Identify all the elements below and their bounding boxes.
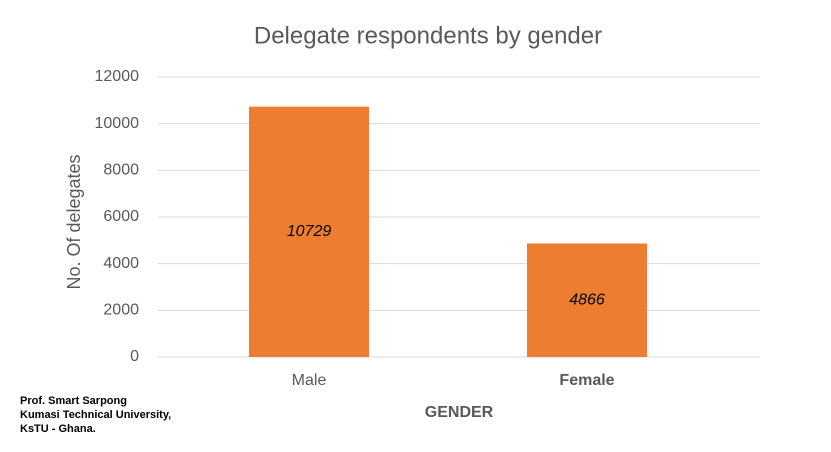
y-axis-label: No. Of delegates xyxy=(64,154,84,289)
x-tick-label: Female xyxy=(559,372,614,389)
data-label: 10729 xyxy=(287,223,332,240)
data-label: 4866 xyxy=(569,291,605,308)
y-tick-label: 0 xyxy=(130,348,139,365)
bar xyxy=(527,243,647,357)
bar xyxy=(249,106,369,357)
footnote: Kumasi Technical University, xyxy=(20,409,171,421)
footnote: KsTU - Ghana. xyxy=(20,423,96,435)
y-tick-label: 4000 xyxy=(103,255,139,272)
y-tick-label: 8000 xyxy=(103,162,139,179)
chart-title: Delegate respondents by gender xyxy=(254,22,602,49)
y-tick-label: 6000 xyxy=(103,208,139,225)
x-tick-label: Male xyxy=(292,372,327,389)
footnote: Prof. Smart Sarpong xyxy=(20,395,127,407)
y-tick-label: 2000 xyxy=(103,302,139,319)
x-axis-label: GENDER xyxy=(425,404,494,421)
y-tick-label: 12000 xyxy=(95,68,140,85)
y-tick-label: 10000 xyxy=(95,115,140,132)
